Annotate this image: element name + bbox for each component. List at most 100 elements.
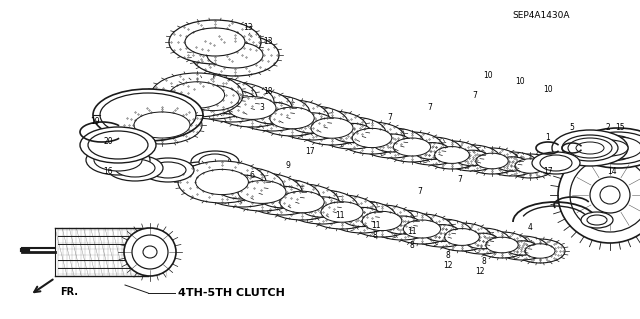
Text: 14: 14 bbox=[607, 167, 617, 176]
Text: 8: 8 bbox=[410, 241, 414, 249]
Ellipse shape bbox=[412, 219, 472, 247]
Ellipse shape bbox=[372, 134, 412, 152]
Ellipse shape bbox=[583, 132, 640, 164]
Ellipse shape bbox=[497, 157, 527, 171]
Ellipse shape bbox=[270, 107, 314, 129]
Ellipse shape bbox=[222, 173, 302, 211]
Ellipse shape bbox=[185, 28, 245, 56]
Text: 15: 15 bbox=[615, 123, 625, 132]
Ellipse shape bbox=[200, 167, 284, 207]
Text: 13: 13 bbox=[263, 38, 273, 47]
Ellipse shape bbox=[486, 152, 538, 176]
Ellipse shape bbox=[170, 82, 225, 108]
Ellipse shape bbox=[600, 186, 620, 204]
Ellipse shape bbox=[403, 220, 440, 238]
Text: 8: 8 bbox=[372, 231, 378, 240]
Ellipse shape bbox=[455, 150, 489, 166]
Ellipse shape bbox=[383, 216, 421, 234]
Ellipse shape bbox=[107, 155, 163, 181]
Text: 11: 11 bbox=[371, 220, 381, 229]
Text: 13: 13 bbox=[243, 24, 253, 33]
Ellipse shape bbox=[178, 162, 222, 182]
Text: 12: 12 bbox=[476, 268, 484, 277]
Text: 17: 17 bbox=[543, 167, 553, 176]
Ellipse shape bbox=[587, 215, 607, 225]
Ellipse shape bbox=[360, 128, 424, 158]
Ellipse shape bbox=[94, 149, 142, 171]
Ellipse shape bbox=[185, 165, 215, 179]
Text: 7: 7 bbox=[472, 91, 477, 100]
Ellipse shape bbox=[568, 138, 612, 158]
Ellipse shape bbox=[433, 223, 491, 251]
Text: 8: 8 bbox=[482, 257, 486, 266]
Ellipse shape bbox=[115, 159, 155, 177]
Ellipse shape bbox=[562, 135, 618, 161]
Ellipse shape bbox=[249, 102, 295, 124]
Text: 7: 7 bbox=[417, 188, 422, 197]
Ellipse shape bbox=[190, 82, 274, 122]
Text: 7: 7 bbox=[458, 175, 463, 184]
Ellipse shape bbox=[255, 100, 329, 136]
Ellipse shape bbox=[476, 153, 508, 169]
Text: 12: 12 bbox=[444, 261, 452, 270]
Ellipse shape bbox=[349, 205, 415, 237]
Ellipse shape bbox=[291, 113, 333, 133]
Text: 2: 2 bbox=[605, 123, 611, 132]
Ellipse shape bbox=[332, 123, 372, 143]
Ellipse shape bbox=[505, 154, 555, 178]
Ellipse shape bbox=[244, 179, 320, 215]
Ellipse shape bbox=[228, 97, 276, 119]
Ellipse shape bbox=[207, 42, 263, 68]
Text: 16: 16 bbox=[103, 167, 113, 176]
Ellipse shape bbox=[362, 211, 402, 231]
Ellipse shape bbox=[311, 118, 353, 138]
Ellipse shape bbox=[191, 151, 239, 173]
Text: 1: 1 bbox=[546, 133, 550, 143]
Ellipse shape bbox=[169, 20, 261, 64]
Text: 17: 17 bbox=[305, 147, 315, 157]
Text: FR.: FR. bbox=[60, 287, 78, 297]
Text: 18: 18 bbox=[263, 87, 273, 97]
Ellipse shape bbox=[328, 201, 396, 233]
Ellipse shape bbox=[424, 225, 460, 241]
Ellipse shape bbox=[259, 186, 305, 208]
Ellipse shape bbox=[100, 93, 196, 137]
Text: 20: 20 bbox=[103, 137, 113, 146]
Ellipse shape bbox=[515, 159, 545, 173]
Ellipse shape bbox=[532, 152, 580, 174]
Ellipse shape bbox=[150, 162, 186, 178]
Ellipse shape bbox=[132, 235, 168, 269]
Ellipse shape bbox=[592, 140, 628, 156]
Text: 7: 7 bbox=[428, 103, 433, 113]
Ellipse shape bbox=[475, 232, 529, 258]
Ellipse shape bbox=[169, 77, 257, 119]
Text: 8: 8 bbox=[445, 250, 451, 259]
Text: 3: 3 bbox=[260, 103, 264, 113]
Ellipse shape bbox=[134, 112, 190, 138]
Ellipse shape bbox=[199, 154, 231, 170]
Ellipse shape bbox=[525, 244, 555, 258]
Text: 10: 10 bbox=[515, 78, 525, 86]
Ellipse shape bbox=[238, 181, 286, 204]
Ellipse shape bbox=[486, 237, 518, 253]
Ellipse shape bbox=[143, 246, 157, 258]
Ellipse shape bbox=[540, 155, 572, 171]
Ellipse shape bbox=[300, 197, 344, 217]
Text: 10: 10 bbox=[483, 70, 493, 79]
Text: 4TH-5TH CLUTCH: 4TH-5TH CLUTCH bbox=[178, 288, 285, 298]
Ellipse shape bbox=[80, 127, 156, 163]
Text: SEP4A1430A: SEP4A1430A bbox=[512, 11, 570, 20]
Ellipse shape bbox=[402, 137, 462, 165]
Ellipse shape bbox=[582, 135, 638, 161]
Ellipse shape bbox=[576, 142, 604, 154]
Ellipse shape bbox=[454, 228, 510, 254]
Ellipse shape bbox=[370, 210, 434, 240]
Ellipse shape bbox=[444, 145, 500, 171]
Ellipse shape bbox=[88, 131, 148, 159]
Ellipse shape bbox=[124, 228, 176, 276]
Ellipse shape bbox=[321, 202, 363, 222]
Ellipse shape bbox=[217, 175, 268, 199]
Text: 5: 5 bbox=[570, 123, 575, 132]
Ellipse shape bbox=[276, 106, 348, 140]
Text: 9: 9 bbox=[285, 160, 291, 169]
